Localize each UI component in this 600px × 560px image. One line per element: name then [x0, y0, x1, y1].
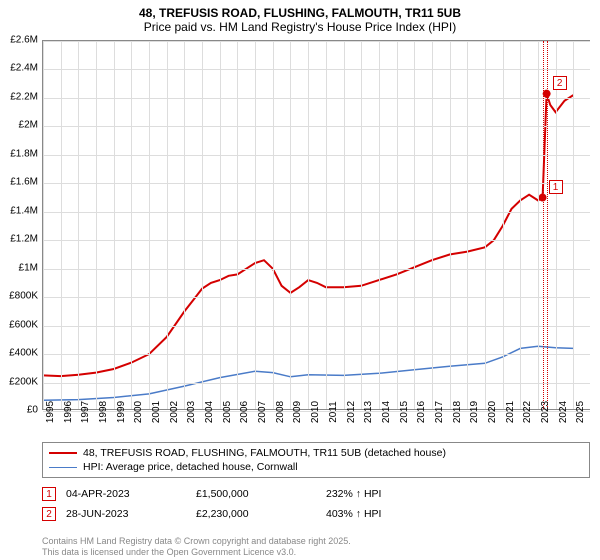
x-axis-label: 2025	[575, 401, 586, 423]
chart-title: 48, TREFUSIS ROAD, FLUSHING, FALMOUTH, T…	[0, 0, 600, 34]
x-axis-label: 1997	[80, 401, 91, 423]
x-axis-label: 2013	[363, 401, 374, 423]
y-axis-label: £1.4M	[10, 205, 38, 216]
y-axis-label: £800K	[9, 291, 38, 302]
y-axis-label: £1M	[19, 262, 38, 273]
x-axis-label: 2020	[487, 401, 498, 423]
marker-label: 1	[549, 180, 563, 194]
marker-vline	[547, 41, 548, 409]
x-axis-label: 2000	[133, 401, 144, 423]
legend-swatch-price	[49, 452, 77, 454]
x-axis-label: 2009	[292, 401, 303, 423]
x-axis-label: 2018	[452, 401, 463, 423]
transaction-rows: 1 04-APR-2023 £1,500,000 232% ↑ HPI 2 28…	[42, 484, 590, 524]
y-axis-label: £2M	[19, 120, 38, 131]
transaction-marker-1: 1	[42, 487, 56, 501]
x-axis-label: 2023	[540, 401, 551, 423]
transaction-row: 1 04-APR-2023 £1,500,000 232% ↑ HPI	[42, 484, 590, 504]
transaction-row: 2 28-JUN-2023 £2,230,000 403% ↑ HPI	[42, 504, 590, 524]
title-line1: 48, TREFUSIS ROAD, FLUSHING, FALMOUTH, T…	[0, 6, 600, 20]
x-axis-label: 2005	[222, 401, 233, 423]
y-axis-label: £1.8M	[10, 148, 38, 159]
x-axis-label: 1995	[45, 401, 56, 423]
y-axis-label: £1.2M	[10, 234, 38, 245]
legend-item-hpi: HPI: Average price, detached house, Corn…	[49, 460, 583, 474]
x-axis-label: 2021	[505, 401, 516, 423]
x-axis-label: 2006	[239, 401, 250, 423]
x-axis-label: 2019	[469, 401, 480, 423]
x-axis-label: 2001	[151, 401, 162, 423]
x-axis-label: 2004	[204, 401, 215, 423]
title-line2: Price paid vs. HM Land Registry's House …	[0, 20, 600, 34]
marker-label: 2	[553, 76, 567, 90]
x-axis-label: 1998	[98, 401, 109, 423]
marker-vline	[543, 41, 544, 409]
y-axis-label: £400K	[9, 348, 38, 359]
footer: Contains HM Land Registry data © Crown c…	[42, 536, 351, 559]
x-axis-label: 2011	[328, 401, 339, 423]
x-axis-label: 2024	[558, 401, 569, 423]
x-axis-label: 2010	[310, 401, 321, 423]
legend-label-hpi: HPI: Average price, detached house, Corn…	[83, 461, 298, 473]
legend-swatch-hpi	[49, 467, 77, 468]
transaction-date: 04-APR-2023	[66, 488, 196, 500]
x-axis-label: 2007	[257, 401, 268, 423]
legend: 48, TREFUSIS ROAD, FLUSHING, FALMOUTH, T…	[42, 442, 590, 478]
y-axis-label: £2.2M	[10, 91, 38, 102]
footer-line2: This data is licensed under the Open Gov…	[42, 547, 351, 558]
x-axis-label: 2017	[434, 401, 445, 423]
x-axis-label: 2015	[399, 401, 410, 423]
transaction-marker-2: 2	[42, 507, 56, 521]
x-axis-label: 2014	[381, 401, 392, 423]
transaction-price: £2,230,000	[196, 508, 326, 520]
y-axis-label: £2.4M	[10, 63, 38, 74]
x-axis-label: 1999	[116, 401, 127, 423]
plot-area: 12	[42, 40, 590, 410]
transaction-date: 28-JUN-2023	[66, 508, 196, 520]
x-axis-label: 2003	[186, 401, 197, 423]
legend-item-price: 48, TREFUSIS ROAD, FLUSHING, FALMOUTH, T…	[49, 446, 583, 460]
x-axis-label: 2002	[169, 401, 180, 423]
transaction-price: £1,500,000	[196, 488, 326, 500]
y-axis-label: £1.6M	[10, 177, 38, 188]
x-axis-label: 2022	[522, 401, 533, 423]
x-axis-label: 2008	[275, 401, 286, 423]
y-axis-label: £200K	[9, 376, 38, 387]
footer-line1: Contains HM Land Registry data © Crown c…	[42, 536, 351, 547]
transaction-ratio: 403% ↑ HPI	[326, 508, 466, 520]
x-axis-label: 2012	[346, 401, 357, 423]
chart-container: 48, TREFUSIS ROAD, FLUSHING, FALMOUTH, T…	[0, 0, 600, 560]
y-axis-label: £600K	[9, 319, 38, 330]
y-axis-label: £0	[27, 405, 38, 416]
y-axis-label: £2.6M	[10, 35, 38, 46]
x-axis-label: 1996	[63, 401, 74, 423]
x-axis-label: 2016	[416, 401, 427, 423]
legend-label-price: 48, TREFUSIS ROAD, FLUSHING, FALMOUTH, T…	[83, 447, 446, 459]
transaction-ratio: 232% ↑ HPI	[326, 488, 466, 500]
